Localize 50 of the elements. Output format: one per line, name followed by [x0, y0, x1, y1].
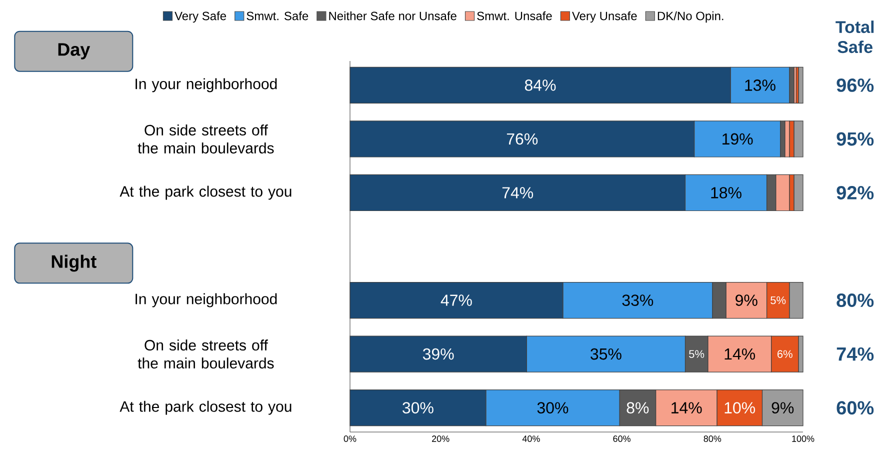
x-tick-label: 80%: [704, 436, 722, 442]
text: 96%: [836, 78, 874, 92]
legend-label: Very Unsafe: [572, 11, 637, 23]
data-label: 6%: [778, 350, 792, 358]
text: 80%: [836, 294, 874, 308]
y-tick-label: In your neighborhood: [136, 78, 277, 92]
x-tick-label: 100%: [792, 436, 814, 442]
x-tick-label: 60%: [613, 436, 630, 442]
data-label: 39%: [422, 348, 454, 360]
y-tick-label: On side streets off the main boulevards: [138, 124, 274, 154]
legend-label: Smwt. Unsafe: [477, 11, 552, 20]
text: Night: [52, 254, 96, 272]
bar: [794, 120, 804, 158]
data-label: 19%: [722, 133, 753, 145]
bar: [794, 174, 804, 212]
x-tick-label: 40%: [522, 436, 540, 442]
data-label: 9%: [736, 294, 758, 306]
data-label: 10%: [724, 402, 756, 414]
data-label: 18%: [711, 187, 742, 198]
legend-label: Very Safe: [174, 11, 226, 23]
data-label: 8%: [626, 402, 649, 414]
data-label: 5%: [770, 296, 786, 304]
data-label: 33%: [622, 294, 654, 306]
text: 92%: [836, 186, 874, 200]
data-label: 84%: [524, 80, 556, 91]
data-label: 9%: [772, 402, 794, 414]
y-tick-label: On side streets off the main boulevards: [138, 340, 274, 369]
legend-label: Smwt. Safe: [246, 11, 308, 20]
data-label: 35%: [590, 348, 622, 360]
y-tick-label: In your neighborhood: [136, 293, 277, 308]
data-label: 14%: [672, 402, 702, 414]
legend-label: DK/No Opin.: [658, 11, 724, 23]
data-label: 47%: [440, 294, 472, 306]
data-label: 13%: [745, 80, 776, 91]
text: 60%: [836, 401, 874, 415]
x-tick-label: 20%: [432, 436, 450, 442]
data-label: 76%: [506, 133, 538, 145]
y-tick-label: At the park closest to you: [120, 186, 292, 200]
data-label: 74%: [502, 187, 534, 198]
text: Total Safe: [836, 20, 874, 54]
data-label: 30%: [402, 402, 434, 414]
legend-label: Neither Safe nor Unsafe: [329, 11, 456, 20]
x-tick-label: 0%: [344, 436, 356, 442]
data-label: 14%: [724, 348, 756, 360]
data-label: 5%: [689, 350, 704, 358]
y-tick-label: At the park closest to you: [120, 400, 292, 415]
text: 74%: [836, 347, 874, 361]
text: 95%: [836, 132, 874, 146]
text: Day: [58, 43, 90, 60]
data-label: 30%: [537, 402, 568, 414]
